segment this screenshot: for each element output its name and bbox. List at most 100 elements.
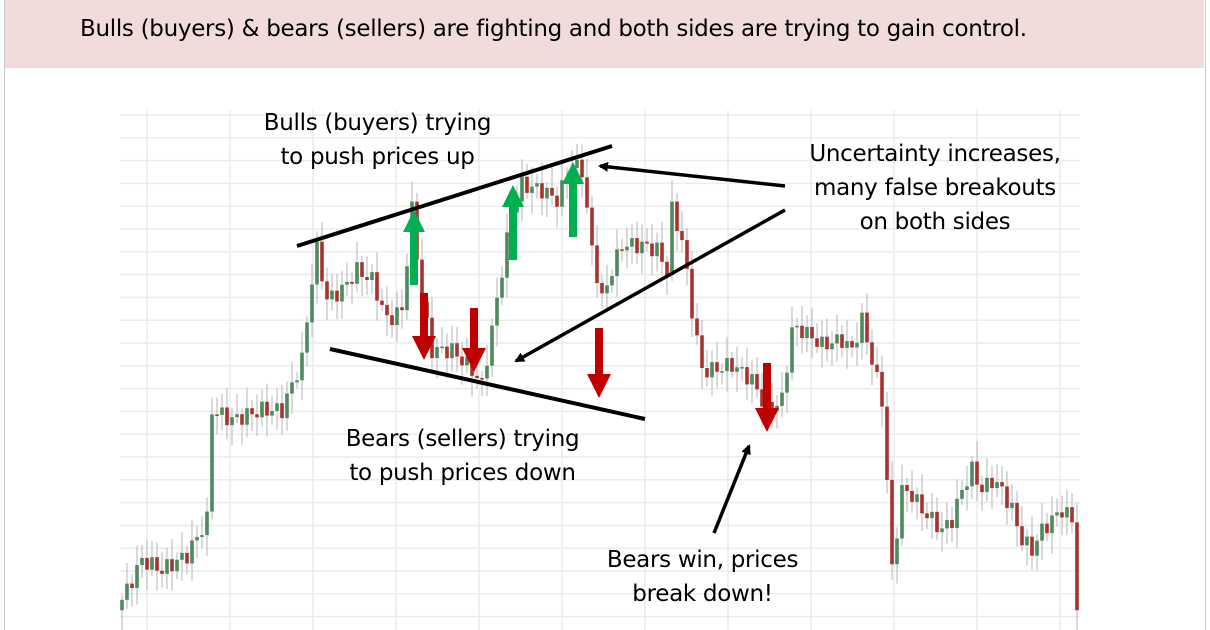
candle-bearish — [350, 281, 354, 284]
arrow-to-breakdown — [712, 444, 751, 534]
candle-bearish — [825, 336, 829, 350]
candle-bullish — [180, 552, 184, 560]
candle-bearish — [705, 368, 709, 378]
candle-bearish — [800, 325, 804, 339]
candle-bearish — [865, 312, 869, 343]
candle-bullish — [960, 489, 964, 499]
candle-bullish — [300, 352, 304, 381]
candle-bearish — [525, 176, 529, 193]
candle-bearish — [1020, 526, 1024, 546]
candle-bullish — [245, 408, 249, 425]
candle-bullish — [310, 284, 314, 323]
candle-bullish — [140, 557, 144, 565]
candle-bearish — [910, 490, 914, 502]
candle-bearish — [695, 318, 699, 336]
red-down-arrow-icon — [462, 308, 486, 372]
candle-bearish — [1075, 522, 1079, 611]
candle-bullish — [465, 356, 469, 366]
candle-bullish — [1035, 540, 1039, 556]
candle-bullish — [195, 536, 199, 541]
arrow-to-support — [514, 208, 786, 363]
bulls-line-2: to push prices up — [280, 144, 475, 170]
grid — [120, 110, 1080, 630]
candle-bullish — [290, 382, 294, 394]
candle-bearish — [250, 408, 254, 415]
candle-bullish — [530, 186, 534, 193]
pointer-arrows — [514, 161, 786, 534]
candle-bullish — [965, 486, 969, 490]
candle-bearish — [920, 494, 924, 514]
candle-bullish — [370, 272, 374, 280]
candle-bullish — [820, 336, 824, 347]
candle-bearish — [585, 177, 589, 208]
candle-bearish — [145, 557, 149, 570]
candle-bullish — [560, 180, 564, 207]
candle-bullish — [895, 538, 899, 565]
candle-bullish — [235, 414, 239, 418]
candle-bearish — [255, 414, 259, 418]
candle-bullish — [625, 246, 629, 251]
candle-bullish — [260, 401, 264, 418]
candle-bearish — [1005, 486, 1009, 509]
candle-bearish — [375, 272, 379, 301]
arrow-to-resistance — [598, 161, 786, 188]
candle-bearish — [645, 241, 649, 244]
candle-bearish — [925, 513, 929, 519]
bears-annotation: Bears (sellers) trying to push prices do… — [330, 422, 595, 490]
green-up-arrow-icon — [502, 185, 524, 260]
candle-bearish — [950, 520, 954, 529]
candle-bearish — [715, 362, 719, 372]
candle-bullish — [785, 372, 789, 393]
candle-bullish — [735, 367, 739, 372]
candle-bullish — [830, 343, 834, 350]
slide-title: Bulls (buyers) & bears (sellers) are fig… — [80, 16, 1027, 42]
candle-bearish — [215, 414, 219, 416]
candle-bearish — [240, 414, 244, 425]
candle-bearish — [325, 281, 329, 300]
green-up-arrow-icon — [562, 162, 584, 237]
candle-bullish — [355, 262, 359, 284]
candle-bearish — [130, 583, 134, 589]
trendlines — [296, 144, 646, 421]
bears-line-2: to push prices down — [349, 460, 576, 486]
candle-bearish — [555, 195, 559, 207]
candle-bearish — [265, 401, 269, 416]
candle-bearish — [875, 364, 879, 372]
candle-bearish — [1045, 523, 1049, 534]
candle-bearish — [665, 261, 669, 276]
candle-bullish — [520, 176, 524, 202]
candle-bullish — [725, 358, 729, 372]
candle-bullish — [135, 564, 139, 589]
candle-bearish — [850, 341, 854, 348]
candle-bullish — [345, 281, 349, 285]
red-down-arrow-icon — [412, 293, 436, 360]
candle-bullish — [740, 367, 744, 369]
green-up-arrow-icon — [403, 210, 425, 285]
candle-bullish — [640, 241, 644, 254]
candle-bullish — [955, 498, 959, 529]
candle-bullish — [1040, 523, 1044, 541]
candle-bearish — [155, 557, 159, 571]
candle-bullish — [275, 403, 279, 411]
candle-bearish — [600, 283, 604, 294]
candle-bullish — [605, 285, 609, 294]
candle-bearish — [815, 338, 819, 347]
candle-bullish — [805, 327, 809, 339]
candle-bearish — [980, 484, 984, 493]
candle-bearish — [335, 290, 339, 302]
candle-bullish — [630, 238, 634, 247]
candle-bullish — [230, 417, 234, 426]
candle-bullish — [575, 159, 579, 168]
candle-bullish — [495, 297, 499, 326]
candle-bullish — [210, 414, 214, 512]
candle-bearish — [730, 358, 734, 372]
candle-bullish — [790, 327, 794, 373]
resistance-trendline — [296, 144, 613, 248]
candle-bearish — [650, 243, 654, 257]
candle-bullish — [855, 342, 859, 348]
candle-bearish — [675, 201, 679, 232]
candle-bullish — [120, 599, 124, 611]
candle-bullish — [795, 325, 799, 328]
candle-bearish — [905, 485, 909, 491]
candle-bearish — [1030, 536, 1034, 556]
